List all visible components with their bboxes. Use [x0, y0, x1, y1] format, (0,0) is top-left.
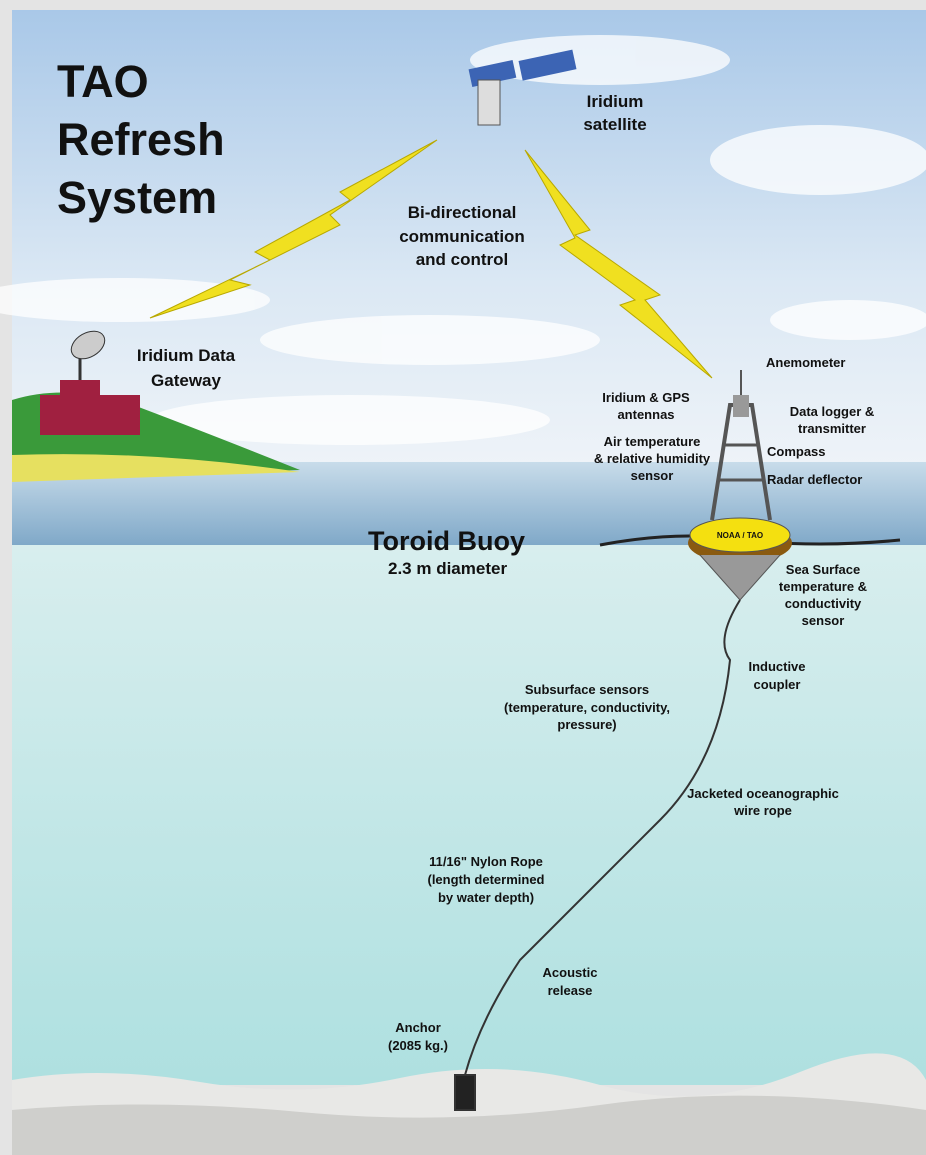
label: Toroid Buoy [368, 526, 525, 556]
label: 11/16" Nylon Rope [429, 854, 543, 869]
label: (length determined [427, 872, 544, 887]
label: & relative humidity [594, 451, 711, 466]
label: wire rope [733, 803, 792, 818]
label: (temperature, conductivity, [504, 700, 670, 715]
label: Acoustic [543, 965, 598, 980]
label: antennas [617, 407, 674, 422]
label: Data logger & [790, 404, 875, 419]
label: coupler [754, 677, 801, 692]
label: sensor [802, 613, 845, 628]
label: pressure) [557, 717, 616, 732]
label: Anchor [395, 1020, 441, 1035]
label: NOAA / TAO [717, 531, 763, 540]
label: Compass [767, 444, 826, 459]
label: Iridium [587, 92, 644, 111]
label: Iridium & GPS [602, 390, 690, 405]
label: Subsurface sensors [525, 682, 649, 697]
label: and control [416, 250, 509, 269]
label: Iridium Data [137, 346, 236, 365]
title-line: Refresh [57, 114, 225, 165]
label: Inductive [748, 659, 805, 674]
label: Sea Surface [786, 562, 860, 577]
label: (2085 kg.) [388, 1038, 448, 1053]
label: transmitter [798, 421, 866, 436]
label: Air temperature [604, 434, 701, 449]
label: by water depth) [438, 890, 534, 905]
label: 2.3 m diameter [388, 559, 507, 578]
label: conductivity [785, 596, 862, 611]
label: Jacketed oceanographic [687, 786, 839, 801]
label: Radar deflector [767, 472, 862, 487]
title-line: TAO [57, 56, 149, 107]
label: communication [399, 227, 525, 246]
label: Anemometer [766, 355, 845, 370]
label: satellite [583, 115, 646, 134]
page: TAO Refresh System Iridium satellite Bi-… [0, 0, 926, 1155]
title-line: System [57, 172, 217, 223]
label: sensor [631, 468, 674, 483]
label: Gateway [151, 371, 221, 390]
label: release [548, 983, 593, 998]
diagram: TAO Refresh System Iridium satellite Bi-… [0, 0, 926, 1155]
label: Bi-directional [408, 203, 517, 222]
label: temperature & [779, 579, 867, 594]
